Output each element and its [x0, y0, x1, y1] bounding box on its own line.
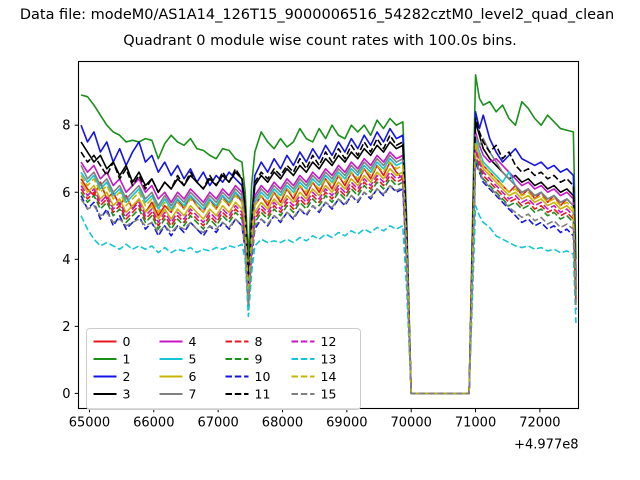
legend-label-14: 14 [321, 369, 337, 384]
x-tick-label: 67000 [197, 416, 238, 431]
axes-title: Quadrant 0 module wise count rates with … [123, 33, 517, 49]
figure-suptitle-text: Data file: modeM0/AS1A14_126T15_90000065… [19, 7, 615, 23]
y-tick-label: 0 [62, 387, 70, 402]
data-line-7 [80, 134, 577, 395]
legend-label-10: 10 [255, 369, 271, 384]
legend-label-2: 2 [123, 369, 131, 384]
data-line-11 [80, 117, 577, 395]
data-line-14 [80, 141, 577, 395]
legend-label-7: 7 [189, 387, 197, 402]
data-line-6 [80, 144, 577, 395]
x-tick-label: 69000 [326, 416, 367, 431]
data-line-8 [80, 154, 577, 395]
x-axis-offset-label: +4.977e8 [514, 438, 578, 453]
legend-label-1: 1 [123, 352, 131, 367]
data-line-10 [80, 161, 577, 395]
legend-label-6: 6 [189, 369, 197, 384]
x-tick-label: 66000 [133, 416, 174, 431]
data-line-9 [80, 157, 577, 395]
legend-label-5: 5 [189, 352, 197, 367]
data-line-13 [80, 204, 577, 395]
legend-label-15: 15 [321, 387, 337, 402]
data-line-15 [80, 159, 577, 395]
legend-label-4: 4 [189, 334, 197, 349]
legend-label-12: 12 [321, 334, 337, 349]
x-tick-label: 70000 [391, 416, 432, 431]
data-line-5 [80, 137, 577, 395]
y-tick-label: 6 [62, 186, 70, 201]
x-tick-label: 68000 [262, 416, 303, 431]
data-line-12 [80, 147, 577, 395]
x-tick-label: 65000 [69, 416, 110, 431]
legend-label-9: 9 [255, 352, 263, 367]
y-tick-label: 2 [62, 320, 70, 335]
y-axis: 0 2 4 6 8 [62, 119, 79, 402]
legend-label-13: 13 [321, 352, 337, 367]
data-lines-group [80, 74, 577, 395]
x-tick-label: 72000 [519, 416, 560, 431]
data-line-4 [80, 131, 577, 395]
legend-label-0: 0 [123, 334, 131, 349]
legend-label-8: 8 [255, 334, 263, 349]
legend-box [86, 328, 361, 410]
data-line-2 [80, 110, 577, 395]
data-line-1 [80, 74, 577, 395]
legend-label-11: 11 [255, 387, 271, 402]
y-tick-label: 8 [62, 119, 70, 134]
y-tick-label: 4 [62, 253, 70, 268]
figure-suptitle: Data file: modeM0/AS1A14_126T15_90000065… [0, 7, 640, 23]
x-tick-label: 71000 [455, 416, 496, 431]
legend-label-3: 3 [123, 387, 131, 402]
x-axis: 65000 66000 67000 68000 69000 70000 71000 72000… [69, 408, 579, 453]
